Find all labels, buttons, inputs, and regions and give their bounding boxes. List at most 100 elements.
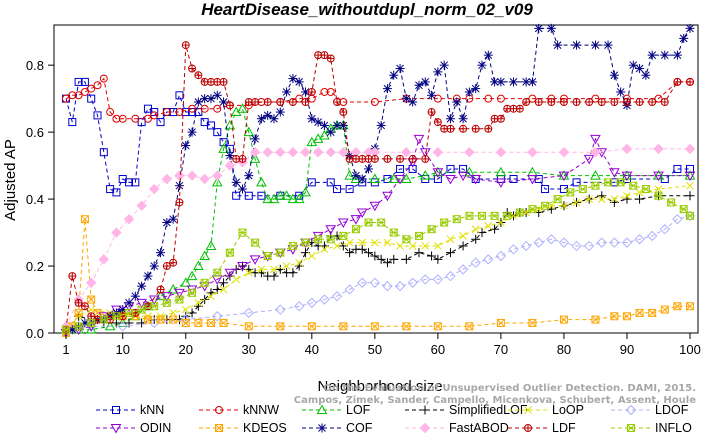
point-lof (205, 240, 217, 250)
point-fastabod (249, 147, 261, 158)
point-kdeos (370, 322, 379, 331)
legend-marker-knn (112, 406, 120, 414)
point-ldf (68, 272, 77, 281)
point-lof (281, 190, 292, 200)
point-lof (262, 193, 274, 204)
legend-marker-inflo (627, 424, 635, 432)
point-inflo (62, 325, 70, 334)
point-lof (256, 176, 267, 187)
point-cof (546, 23, 556, 33)
point-kdeos (169, 315, 178, 324)
point-ldf (534, 98, 543, 106)
legend-marker-kdeos (215, 424, 223, 432)
point-cof (685, 23, 695, 33)
legend-item-ldof: LDOF (611, 403, 689, 417)
point-ldf (585, 98, 594, 106)
point-ldf (673, 77, 682, 86)
point-cof (376, 120, 386, 130)
x-tick-label: 1 (62, 342, 69, 357)
point-knn (396, 164, 405, 173)
point-kdeos (87, 295, 96, 304)
point-kdeos (660, 305, 669, 314)
point-ldof (609, 237, 620, 248)
point-odin (621, 171, 633, 182)
point-cof (647, 50, 657, 60)
point-fastabod (186, 170, 198, 181)
point-cof (351, 171, 361, 181)
point-knn (156, 118, 165, 127)
point-knn (175, 91, 184, 100)
point-simplifiedlof (269, 271, 279, 281)
point-cof (231, 177, 241, 187)
point-kdeos (244, 322, 253, 331)
point-inflo (263, 252, 272, 260)
point-inflo (478, 211, 486, 220)
point-cof (395, 64, 405, 74)
x-axis-label: Neighborhood size (317, 378, 442, 395)
point-cof (250, 134, 260, 144)
point-cof (483, 50, 493, 60)
point-ldf (484, 124, 493, 133)
point-knnw (213, 104, 222, 113)
series-simplifiedlof (61, 191, 695, 335)
point-ldf (648, 98, 657, 106)
point-simplifiedlof (401, 254, 411, 264)
point-cof (174, 181, 184, 191)
point-odin (558, 171, 570, 182)
point-inflo (188, 288, 197, 297)
point-inflo (389, 228, 398, 237)
point-lof (287, 193, 299, 204)
point-ldf (559, 98, 568, 106)
point-lof (274, 190, 286, 200)
point-inflo (238, 228, 247, 237)
point-loop (471, 225, 480, 234)
point-fastabod (136, 200, 147, 211)
point-kdeos (465, 322, 474, 331)
point-loop (572, 198, 581, 207)
point-lof (180, 277, 192, 287)
point-odin (653, 171, 664, 182)
legend-label: LDF (552, 421, 576, 434)
point-knn (74, 77, 83, 86)
point-kdeos (206, 318, 215, 327)
point-inflo (414, 231, 423, 240)
point-lof (388, 173, 400, 183)
point-loop (320, 245, 329, 254)
point-simplifiedlof (414, 248, 424, 258)
point-ldof (508, 244, 519, 255)
point-knnw (99, 74, 108, 83)
series-ldof (60, 210, 696, 335)
point-ldf (181, 41, 190, 50)
point-simplifiedlof (389, 254, 399, 264)
point-ldof (275, 304, 286, 315)
point-ldof (558, 237, 570, 248)
point-loop (421, 242, 430, 250)
point-inflo (87, 318, 96, 327)
point-cof (534, 23, 544, 33)
point-knnw (496, 94, 505, 103)
series-cof (61, 23, 695, 335)
point-odin (237, 262, 248, 272)
point-ldf (263, 98, 272, 106)
point-ldf (194, 71, 203, 80)
legend-label: INFLO (655, 421, 692, 434)
point-inflo (112, 312, 121, 321)
point-cof (679, 33, 689, 43)
point-simplifiedlof (471, 234, 481, 244)
point-loop (654, 185, 663, 193)
point-knn (446, 164, 455, 173)
series-line-knnw (65, 77, 690, 120)
point-ldf (547, 98, 556, 106)
point-odin (684, 171, 696, 182)
point-simplifiedlof (364, 248, 374, 258)
point-kdeos (156, 315, 165, 324)
point-inflo (200, 278, 209, 287)
series-layer (60, 23, 696, 339)
point-ldof (596, 237, 607, 248)
point-ldf (333, 98, 342, 106)
point-loop (396, 242, 404, 250)
point-knnw (654, 94, 663, 103)
point-fastabod (149, 183, 160, 195)
series-line-kdeos (65, 219, 690, 334)
